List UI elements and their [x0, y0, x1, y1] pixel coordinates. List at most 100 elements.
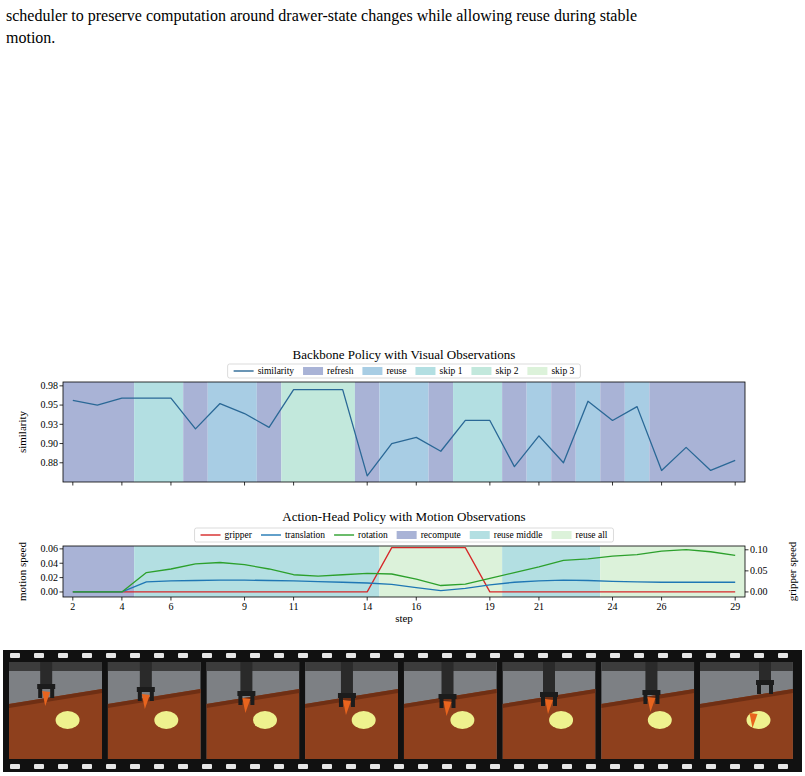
region-band — [649, 382, 745, 482]
film-hole — [130, 653, 140, 658]
x-tick — [170, 482, 171, 486]
x-tick — [170, 597, 171, 601]
wall — [9, 662, 102, 759]
table — [305, 689, 398, 759]
film-hole — [154, 653, 164, 658]
gripper-finger — [452, 698, 456, 708]
y-axis-title: similarity — [16, 410, 28, 453]
photo-frame — [404, 662, 497, 759]
y-tick-label: 0.95 — [41, 399, 59, 410]
x-tick — [661, 482, 662, 486]
y-tick-label: 0.02 — [41, 572, 59, 583]
legend-swatch — [552, 531, 572, 539]
region-band — [63, 382, 134, 482]
film-hole — [514, 653, 524, 658]
x-tick-label: 11 — [289, 601, 299, 612]
x-tick — [489, 597, 490, 601]
chart: Action-Head Policy with Motion Observati… — [16, 509, 798, 624]
y-axis-title: motion speed — [16, 542, 28, 601]
legend-label: refresh — [327, 366, 354, 376]
legend-swatch — [201, 534, 221, 535]
table — [108, 689, 201, 759]
x-tick — [293, 597, 294, 601]
film-hole — [106, 653, 116, 658]
film-hole — [706, 764, 716, 769]
wall-top — [108, 662, 201, 671]
legend-swatch — [303, 367, 323, 375]
y-tick-label: 0.04 — [41, 558, 59, 569]
gripper-finger — [541, 696, 545, 706]
region-band — [134, 382, 183, 482]
gripper-finger — [643, 694, 647, 704]
film-hole — [730, 653, 740, 658]
wall — [108, 662, 201, 759]
film-hole — [130, 764, 140, 769]
film-hole — [754, 653, 764, 658]
x-tick-label: 2 — [70, 601, 75, 612]
y-tick-label: 0.06 — [41, 543, 59, 554]
film-hole — [658, 764, 668, 769]
chart-title: Action-Head Policy with Motion Observati… — [282, 509, 525, 524]
y-tick-label: 0.00 — [41, 586, 59, 597]
carrot — [444, 701, 452, 716]
wall-top — [9, 662, 102, 671]
legend-label: reuse all — [576, 530, 608, 540]
film-strip — [3, 650, 802, 772]
plot-area — [63, 546, 745, 597]
x-tick — [72, 597, 73, 601]
legend: grippertranslationrotationrecomputereuse… — [195, 528, 614, 542]
film-hole — [562, 764, 572, 769]
film-hole — [778, 764, 788, 769]
x-tick — [293, 482, 294, 486]
y2-tick — [745, 549, 749, 550]
film-hole — [370, 653, 380, 658]
region-band — [183, 382, 208, 482]
film-hole — [346, 653, 356, 658]
x-tick — [121, 597, 122, 601]
y2-axis-title: gripper speed — [786, 541, 798, 601]
film-hole — [466, 653, 476, 658]
robot-arm — [140, 662, 152, 689]
y-tick-label: 0.93 — [41, 419, 59, 430]
film-hole — [226, 653, 236, 658]
y-tick — [60, 405, 64, 406]
plate — [352, 711, 376, 729]
film-hole — [730, 764, 740, 769]
region-band — [63, 546, 134, 597]
legend-label: gripper — [225, 530, 253, 540]
x-tick — [72, 482, 73, 486]
film-hole — [778, 653, 788, 658]
film-hole — [34, 653, 44, 658]
x-tick — [121, 482, 122, 486]
x-tick-label: 21 — [534, 601, 544, 612]
legend-swatch — [527, 367, 547, 375]
x-tick — [416, 482, 417, 486]
film-hole — [154, 764, 164, 769]
film-hole — [490, 764, 500, 769]
film-hole — [538, 653, 548, 658]
film-hole — [322, 653, 332, 658]
gripper-finger — [769, 684, 773, 694]
gripper-finger — [38, 688, 42, 698]
legend-label: reuse middle — [494, 530, 543, 540]
figure: scheduler to preserve computation around… — [0, 0, 805, 776]
film-hole — [274, 653, 284, 658]
y-tick — [60, 577, 64, 578]
legend-label: translation — [285, 530, 325, 540]
region-band — [379, 382, 428, 482]
x-tick — [538, 482, 539, 486]
legend-label: skip 2 — [495, 366, 518, 376]
gripper-finger — [655, 694, 659, 704]
gripper-finger — [50, 688, 54, 698]
film-hole — [202, 764, 212, 769]
table — [9, 689, 102, 759]
caption-line: motion. — [6, 29, 55, 46]
legend-swatch — [362, 367, 382, 375]
series-line — [73, 550, 735, 592]
film-hole — [658, 653, 668, 658]
film-hole — [34, 764, 44, 769]
x-tick — [367, 482, 368, 486]
table-edge — [9, 689, 102, 708]
gripper-finger — [351, 697, 355, 707]
x-tick-label: 26 — [657, 601, 667, 612]
